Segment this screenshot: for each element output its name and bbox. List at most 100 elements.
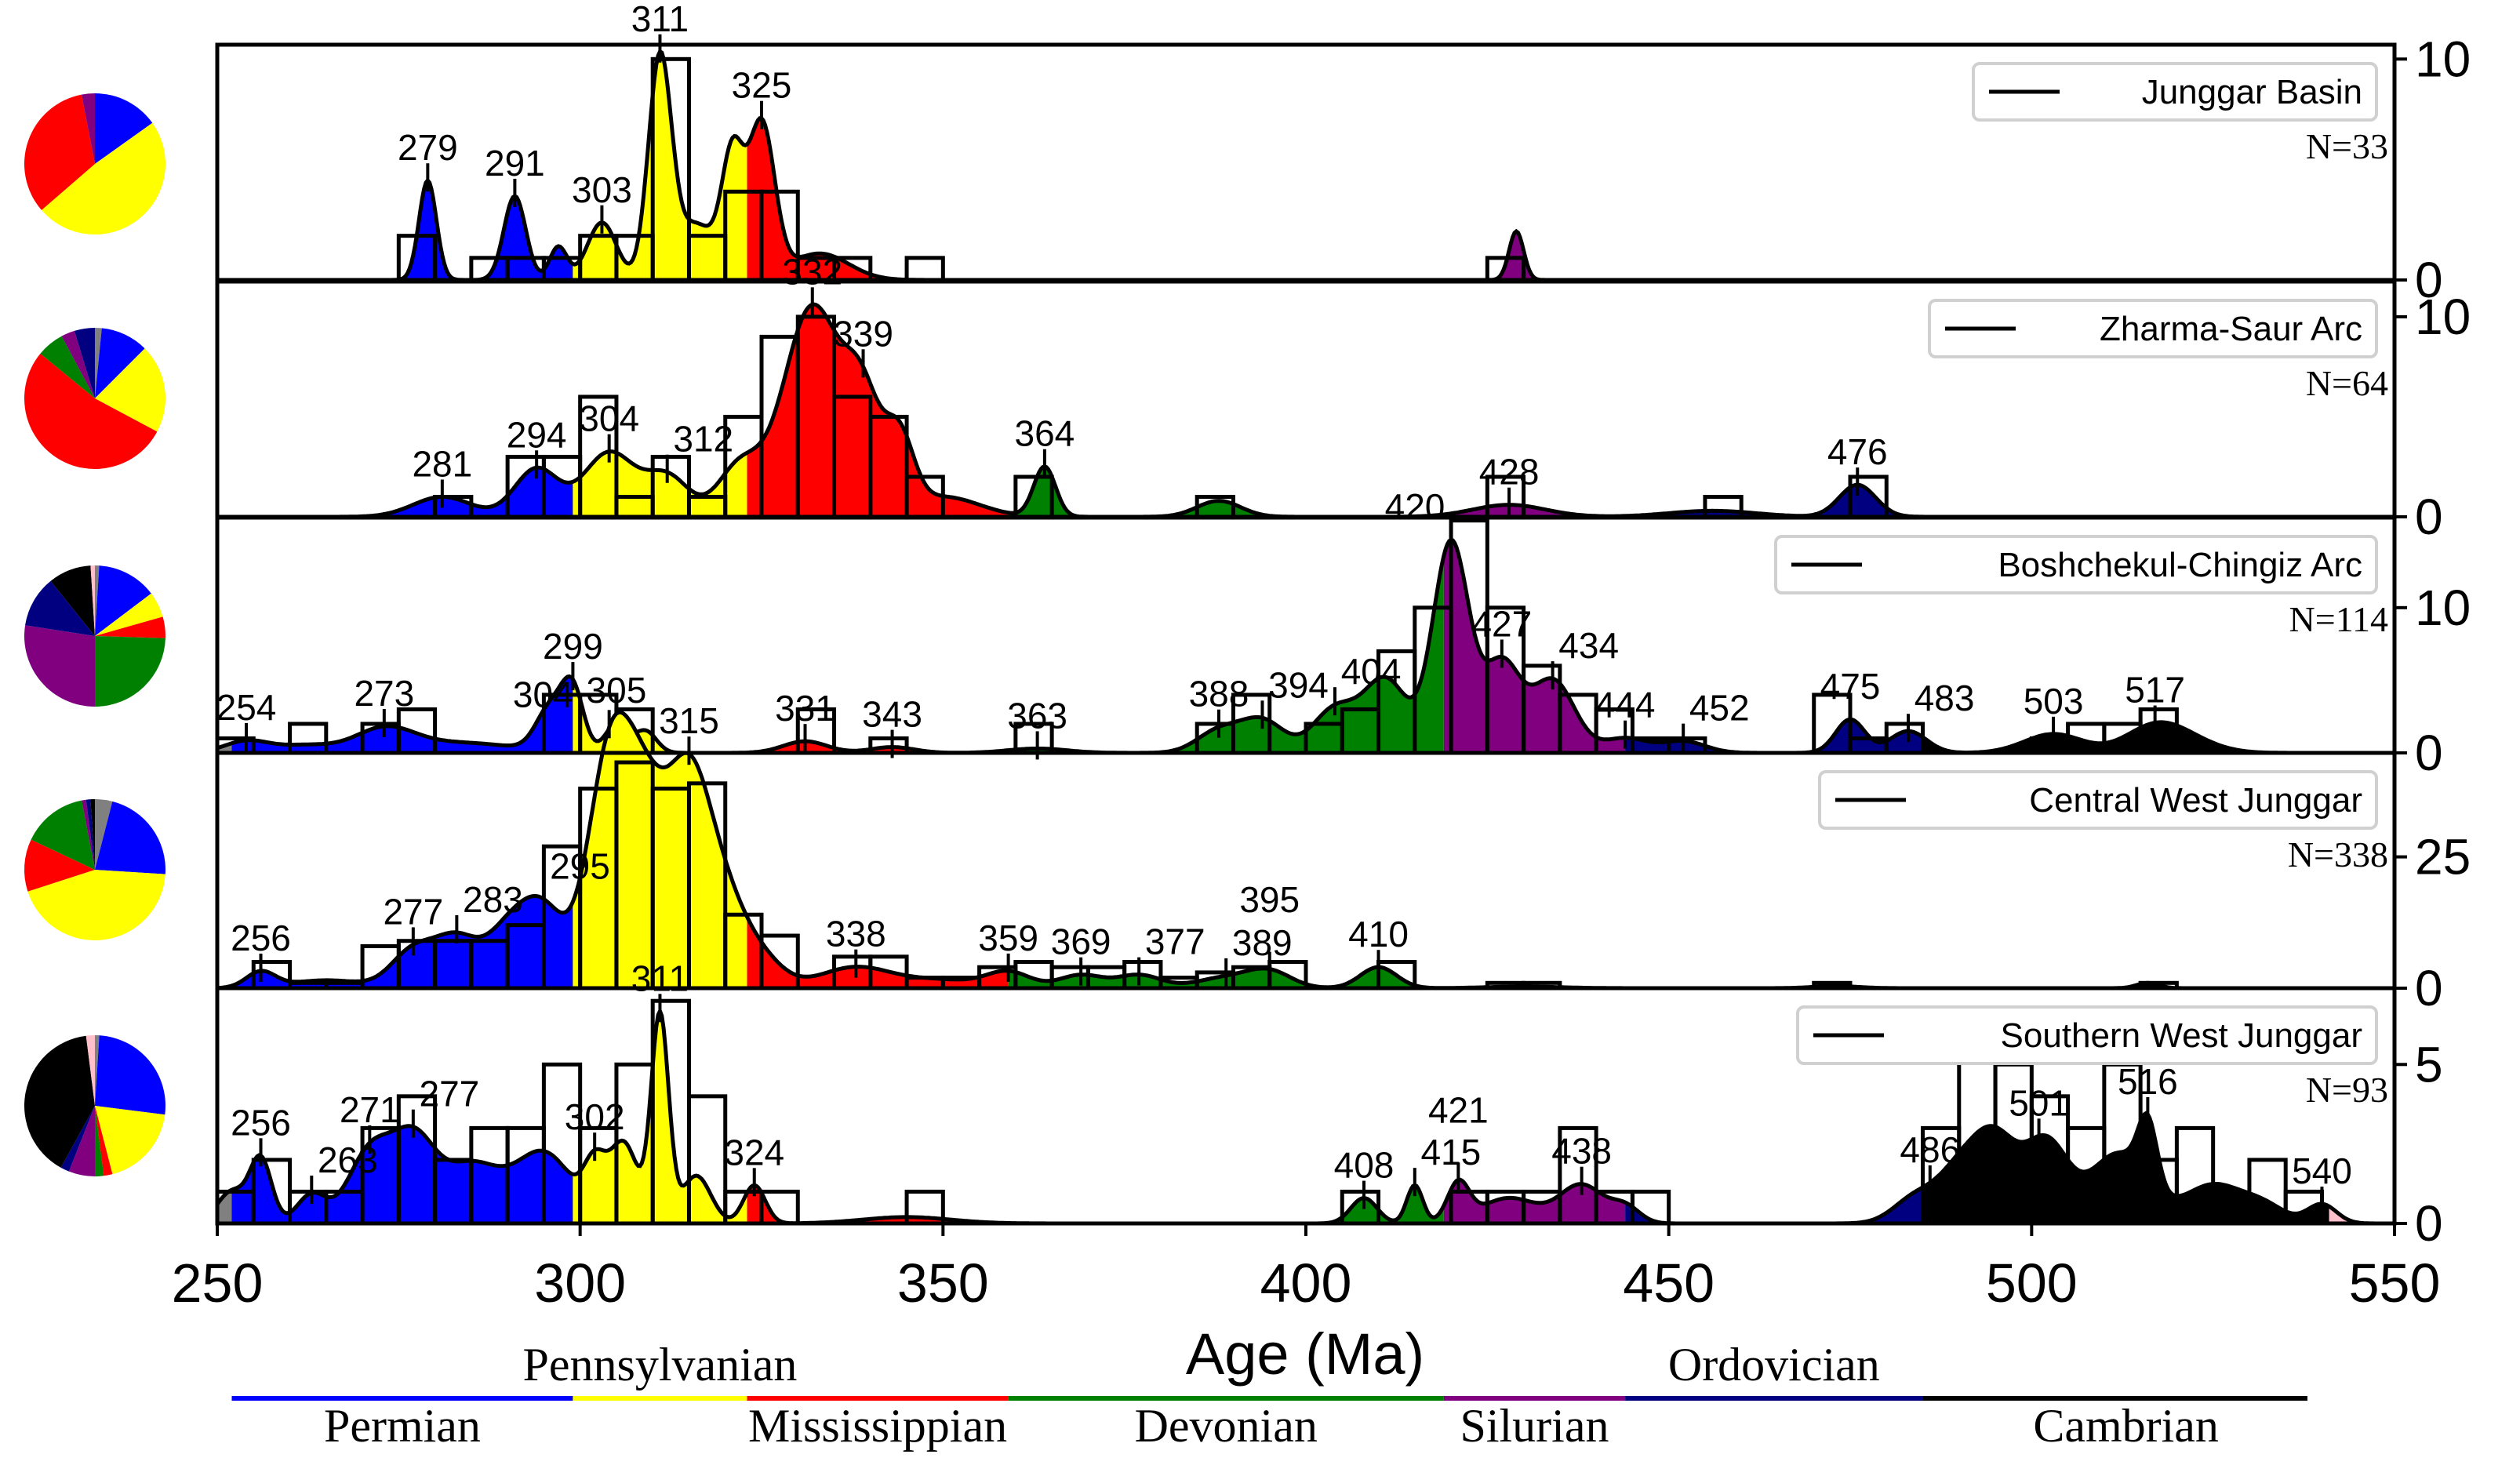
pie-slice-triassic <box>95 1035 100 1106</box>
pie-slice-triassic <box>95 799 113 870</box>
kde-fill-pennsylvanian <box>573 51 747 281</box>
peak-label: 304 <box>513 674 573 714</box>
pie-slice-permian <box>95 328 145 398</box>
peak-label: 311 <box>631 958 689 998</box>
peak-label: 315 <box>659 700 719 741</box>
peak-label: 331 <box>775 688 835 729</box>
pie-slice-permian <box>95 1035 166 1115</box>
peak-label: 299 <box>543 626 603 667</box>
peak-label: 339 <box>833 313 893 354</box>
period-label: Cambrian <box>2033 1400 2219 1452</box>
pie-slice-ediacaran <box>90 565 95 636</box>
peak-label: 503 <box>2024 681 2084 722</box>
period-label: Mississippian <box>748 1400 1007 1452</box>
pie-slice-pennsylvanian <box>95 348 165 432</box>
legend-box <box>1928 299 2378 358</box>
pie-slice-ordovician <box>60 1106 95 1172</box>
peak-label: 312 <box>673 419 733 460</box>
x-tick-label: 300 <box>534 1252 626 1314</box>
period-label: Ordovician <box>1668 1339 1880 1390</box>
pie-slice-permian <box>95 565 151 636</box>
peak-label: 420 <box>1385 486 1445 527</box>
peak-label: 324 <box>724 1132 784 1172</box>
legend: Boshchekul-Chingiz Arc <box>1774 535 2378 594</box>
pie-slice-mississippian <box>24 94 95 210</box>
pie-slice-silurian <box>82 799 95 870</box>
pie-slice-mississippian <box>95 616 166 638</box>
pie-slice-triassic <box>95 565 100 636</box>
kde-fill-pennsylvanian <box>573 451 747 517</box>
peak-label: 254 <box>216 687 277 728</box>
kde-fill-mississippian <box>747 916 1009 988</box>
peak-label: 311 <box>631 0 689 39</box>
kde-fill-other <box>217 1190 232 1223</box>
pie-slice-pennsylvanian <box>41 122 165 234</box>
sample-count: N=114 <box>2289 599 2388 639</box>
kde-fill-mississippian <box>747 304 1009 517</box>
legend-label: Junggar Basin <box>2142 73 2362 111</box>
period-pie-chart <box>24 328 165 469</box>
peak-label: 421 <box>1428 1090 1489 1131</box>
pie-slice-ordovician <box>25 580 95 636</box>
peak-label: 438 <box>1551 1131 1612 1172</box>
y-tick-label: 0 <box>2415 1195 2443 1252</box>
kde-fill-devonian <box>1008 555 1444 753</box>
peak-label: 291 <box>485 143 545 184</box>
peak-label: 273 <box>354 673 414 714</box>
peak-label: 364 <box>1015 413 1075 454</box>
kde-fill-silurian <box>1443 231 1626 280</box>
sample-count: N=33 <box>2306 126 2388 166</box>
kde-fill-permian <box>231 896 573 988</box>
peak-label: 483 <box>1915 678 1975 718</box>
pie-slice-pennsylvanian <box>95 1106 165 1175</box>
pie-slice-devonian <box>31 800 95 870</box>
peak-label: 332 <box>782 251 842 292</box>
peak-label: 404 <box>1341 651 1402 692</box>
peak-label: 369 <box>1051 922 1111 962</box>
legend-box <box>1818 770 2378 830</box>
x-tick-label: 400 <box>1260 1252 1352 1314</box>
peak-label: 408 <box>1334 1145 1395 1186</box>
y-tick-label: 0 <box>2415 252 2443 308</box>
peak-label: 359 <box>978 918 1038 958</box>
peak-label: 452 <box>1689 688 1750 729</box>
sample-count: N=338 <box>2288 834 2388 874</box>
pie-slice-permian <box>95 801 165 874</box>
kde-fill-ordovician <box>1625 1187 1923 1223</box>
peak-label: 325 <box>732 65 792 106</box>
peak-label: 540 <box>2292 1151 2352 1191</box>
peak-label: 428 <box>1479 452 1540 493</box>
pie-slice-silurian <box>81 93 95 164</box>
kde-fill-permian <box>231 180 573 280</box>
period-pie-chart <box>24 565 166 707</box>
histogram-bar <box>904 256 945 282</box>
sample-count: N=93 <box>2306 1070 2388 1110</box>
pie-slice-silurian <box>24 625 96 707</box>
y-tick-label: 25 <box>2415 829 2471 885</box>
peak-label: 388 <box>1189 674 1249 714</box>
kde-curve <box>217 537 2395 755</box>
peak-label: 279 <box>398 127 458 168</box>
legend: Junggar Basin <box>1972 62 2378 122</box>
peak-label: 283 <box>463 879 523 920</box>
peak-label: 415 <box>1420 1132 1481 1172</box>
kde-fill-devonian <box>1008 466 1444 517</box>
kde-fill-permian <box>231 1125 573 1223</box>
pie-slice-ordovician <box>85 799 95 870</box>
legend-label: Boshchekul-Chingiz Arc <box>1998 546 2362 584</box>
pie-slice-permian <box>95 93 153 164</box>
pie-slice-pennsylvanian <box>27 870 165 941</box>
pie-slice-triassic <box>95 328 102 398</box>
x-tick-label: 550 <box>2349 1252 2441 1314</box>
peak-label: 363 <box>1007 695 1067 736</box>
x-tick-label: 500 <box>1986 1252 2078 1314</box>
period-label: Silurian <box>1460 1400 1609 1452</box>
pie-slice-cambrian <box>24 1035 95 1168</box>
peak-label: 302 <box>565 1096 625 1137</box>
peak-label: 294 <box>507 414 567 455</box>
pie-slice-pennsylvanian <box>95 593 163 636</box>
y-tick-label: 0 <box>2415 960 2443 1016</box>
y-tick-label: 0 <box>2415 489 2443 545</box>
pie-slice-cambrian <box>50 565 95 636</box>
